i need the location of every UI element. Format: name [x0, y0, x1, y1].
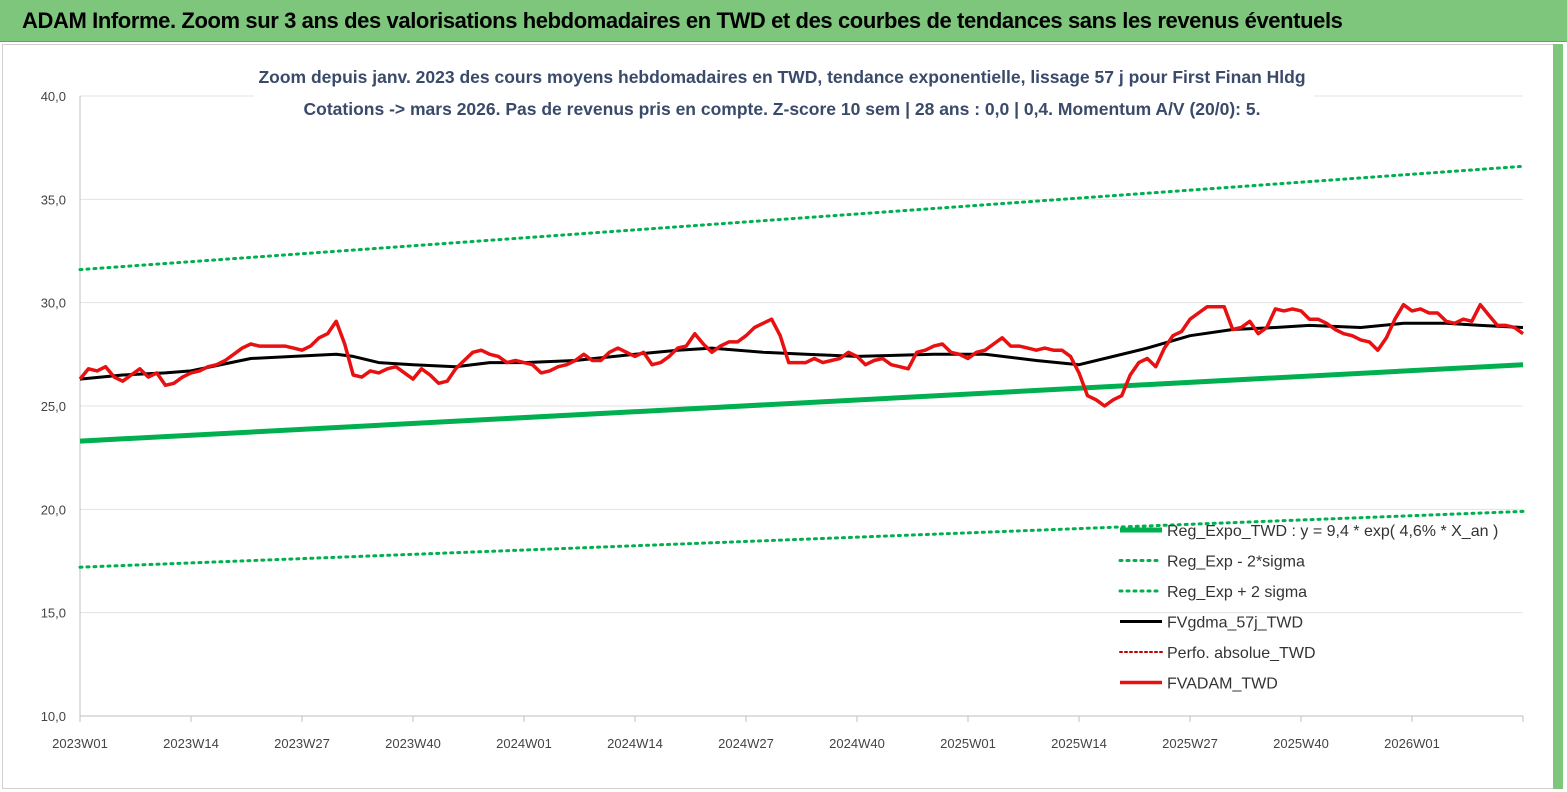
legend-label-lower-band-line: Reg_Exp - 2*sigma: [1167, 554, 1305, 571]
chart-subtitle: Cotations -> mars 2026. Pas de revenus p…: [304, 99, 1261, 119]
legend-label-smoothed-line: FVgdma_57j_TWD: [1167, 615, 1303, 632]
chart-title: Zoom depuis janv. 2023 des cours moyens …: [258, 67, 1305, 87]
y-tick-label: 10,0: [41, 709, 66, 724]
lower-band-line: [78, 509, 1525, 569]
trend-line: [79, 362, 1524, 444]
x-tick-label: 2024W14: [607, 736, 663, 751]
x-tick-label: 2024W01: [496, 736, 552, 751]
x-tick-label: 2023W14: [163, 736, 219, 751]
x-tick-label: 2024W27: [718, 736, 774, 751]
y-tick-label: 30,0: [41, 296, 66, 311]
gridlines: [79, 95, 1523, 717]
upper-band-line: [78, 164, 1525, 272]
legend: Reg_Expo_TWD : y = 9,4 * exp( 4,6% * X_a…: [1118, 523, 1498, 693]
x-tick-label: 2025W40: [1273, 736, 1329, 751]
report-title: ADAM Informe. Zoom sur 3 ans des valoris…: [22, 8, 1343, 33]
x-tick-label: 2023W27: [274, 736, 330, 751]
x-tick-label: 2024W40: [829, 736, 885, 751]
smoothed-line: [79, 321, 1524, 381]
x-tick-label: 2023W40: [385, 736, 441, 751]
series-layer: [78, 164, 1525, 569]
y-axis-ticks: 10,0 15,0 20,0 25,0 30,0 35,0 40,0: [41, 89, 66, 724]
x-tick-label: 2025W27: [1162, 736, 1218, 751]
x-tick-label: 2025W14: [1051, 736, 1107, 751]
legend-label-trend-line: Reg_Expo_TWD : y = 9,4 * exp( 4,6% * X_a…: [1167, 523, 1498, 540]
price-line: [78, 302, 1525, 408]
y-tick-label: 25,0: [41, 399, 66, 414]
report-banner: ADAM Informe. Zoom sur 3 ans des valoris…: [0, 0, 1567, 42]
x-axis-ticks: 2023W01 2023W14 2023W27 2023W40 2024W01 2024W…: [52, 716, 1524, 751]
y-tick-label: 40,0: [41, 89, 66, 104]
legend-label-perf-line: Perfo. absolue_TWD: [1167, 645, 1316, 662]
x-tick-label: 2023W01: [52, 736, 108, 751]
title-background: [254, 60, 1314, 126]
legend-label-upper-band-line: Reg_Exp + 2 sigma: [1167, 584, 1307, 601]
y-tick-label: 15,0: [41, 606, 66, 621]
right-accent-bar: [1553, 44, 1563, 789]
y-tick-label: 20,0: [41, 502, 66, 517]
legend-label-price-line: FVADAM_TWD: [1167, 676, 1278, 693]
x-tick-label: 2025W01: [940, 736, 996, 751]
y-tick-label: 35,0: [41, 192, 66, 207]
x-tick-label: 2026W01: [1384, 736, 1440, 751]
